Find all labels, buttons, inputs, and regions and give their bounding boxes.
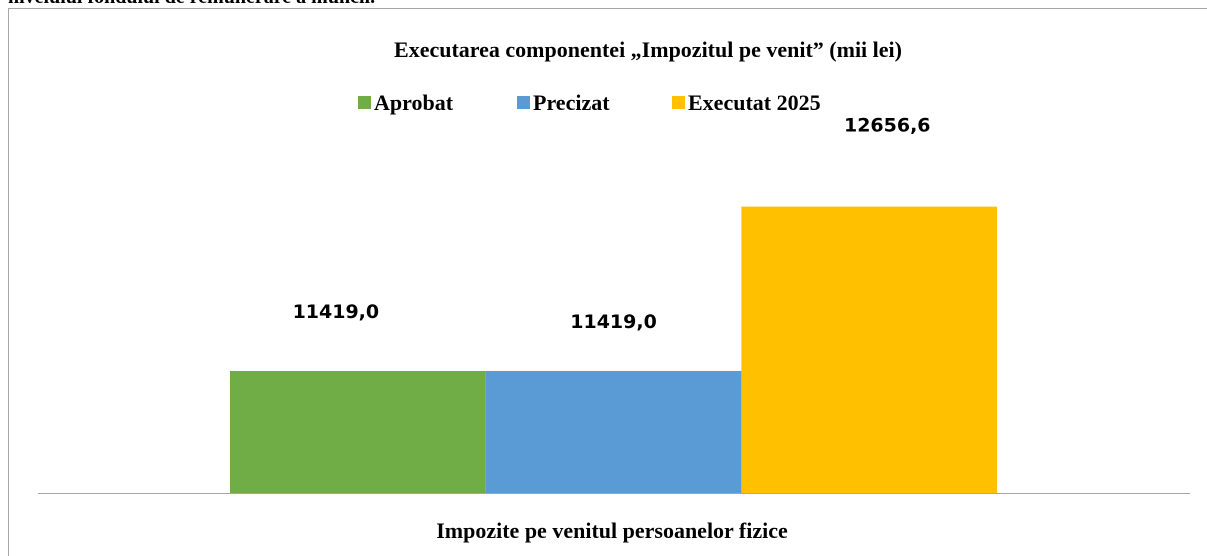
- chart-frame: [8, 8, 1207, 556]
- data-label: 11419,0: [293, 301, 380, 323]
- x-tick-label: Impozite pe venitul persoanelor fizice: [436, 518, 788, 543]
- legend-label: Executat 2025: [688, 90, 821, 115]
- legend: Aprobat Precizat Executat 2025: [358, 90, 821, 115]
- data-label: 12656,6: [844, 115, 931, 137]
- legend-swatch: [672, 96, 685, 109]
- chart-title: Executarea componentei „Impozitul pe ven…: [394, 37, 902, 62]
- bar: [741, 206, 998, 493]
- document-text: nivelului fondului de remunerare a munci…: [8, 0, 375, 8]
- legend-label: Precizat: [533, 90, 610, 115]
- legend-label: Aprobat: [374, 90, 454, 115]
- legend-swatch: [358, 96, 371, 109]
- bar: [230, 370, 486, 493]
- bar: [485, 370, 742, 493]
- legend-swatch: [517, 96, 530, 109]
- data-label: 11419,0: [570, 311, 657, 333]
